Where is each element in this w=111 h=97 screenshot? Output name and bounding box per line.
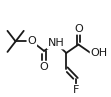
Text: OH: OH	[91, 48, 108, 58]
Text: O: O	[74, 24, 83, 34]
Text: O: O	[27, 36, 36, 46]
Text: O: O	[40, 62, 48, 72]
Text: NH: NH	[48, 39, 64, 48]
Text: F: F	[73, 85, 80, 95]
